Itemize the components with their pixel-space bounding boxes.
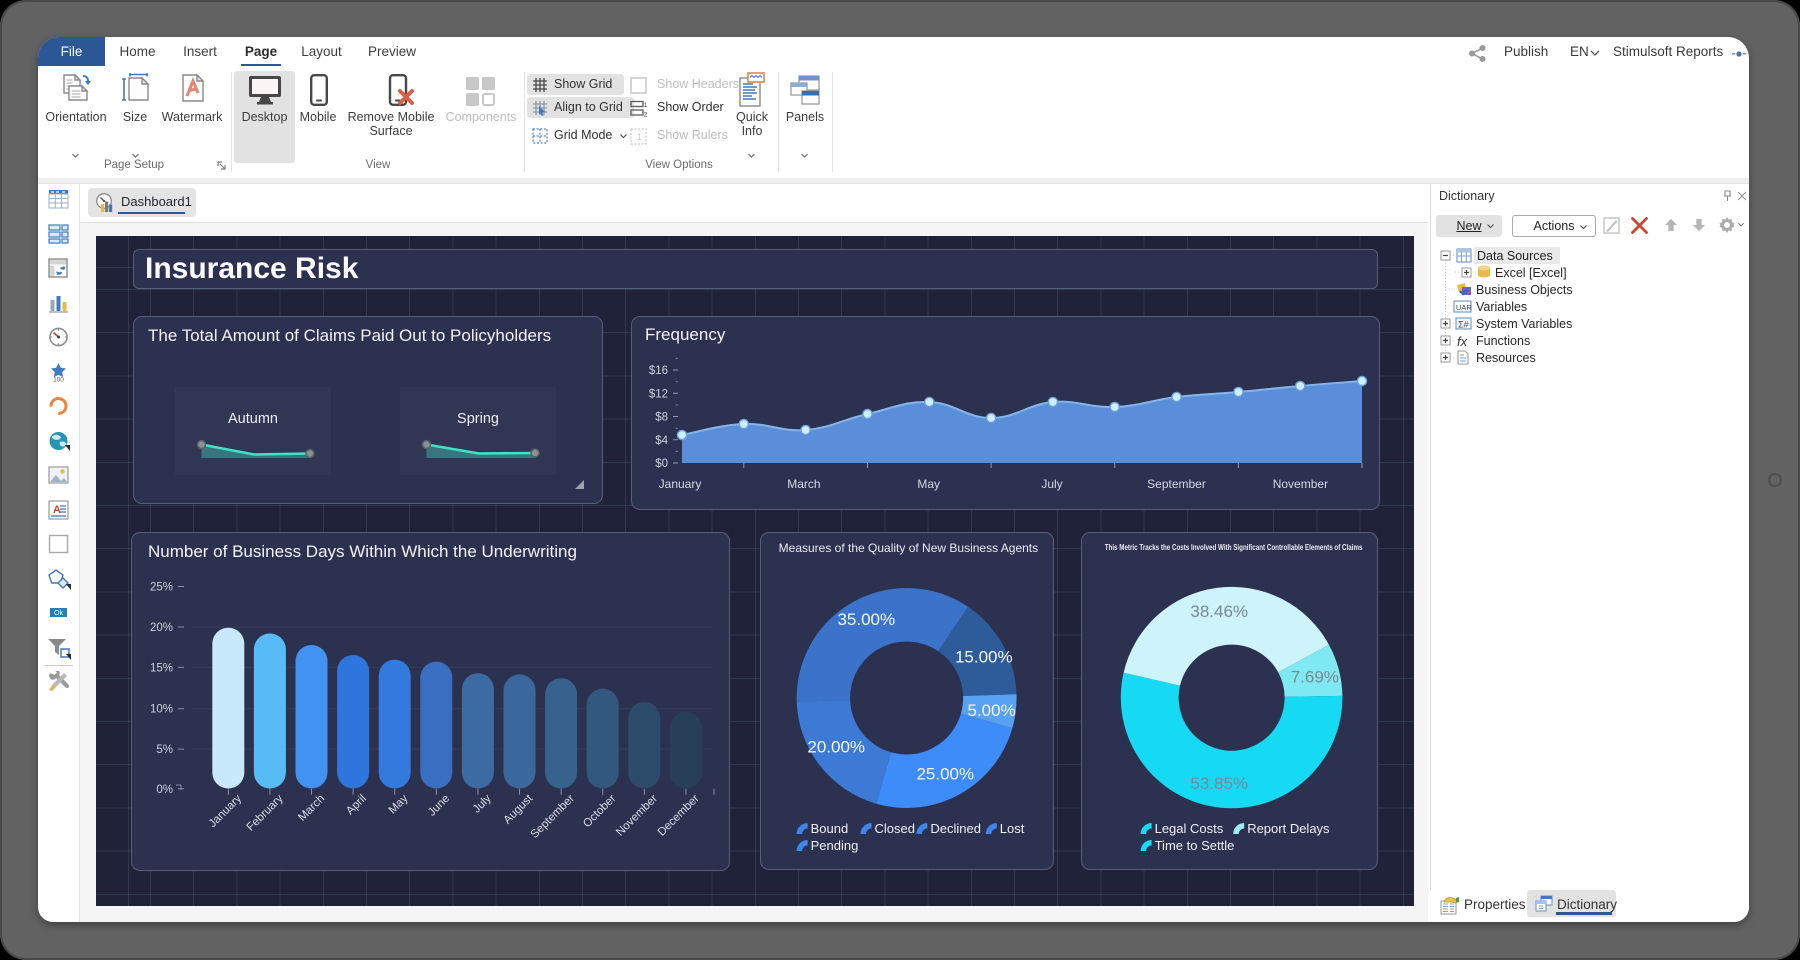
svg-text:March: March	[296, 793, 327, 824]
svg-text:Lost: Lost	[1000, 821, 1025, 836]
svg-text:$12: $12	[649, 388, 668, 400]
svg-text:Ok: Ok	[54, 610, 63, 617]
svg-text:2: 2	[644, 111, 648, 117]
svg-text:35.00%: 35.00%	[838, 610, 896, 629]
svg-text:November: November	[614, 793, 660, 839]
svg-text:Data Sources: Data Sources	[1477, 249, 1553, 263]
svg-text:100: 100	[53, 376, 64, 382]
svg-text:May: May	[387, 792, 411, 816]
svg-text:March: March	[787, 477, 820, 491]
svg-text:System Variables: System Variables	[1476, 317, 1572, 331]
svg-text:1: 1	[644, 102, 648, 109]
svg-text:August: August	[502, 792, 536, 826]
svg-text:$4: $4	[655, 435, 668, 447]
svg-text:November: November	[1273, 477, 1328, 491]
svg-text:20%: 20%	[150, 622, 173, 634]
svg-text:Σ#: Σ#	[1458, 320, 1469, 330]
svg-text:$0: $0	[655, 458, 668, 470]
svg-text:Excel [Excel]: Excel [Excel]	[1495, 266, 1567, 280]
svg-text:Declined: Declined	[931, 821, 982, 836]
svg-text:UAR: UAR	[1456, 303, 1472, 312]
svg-text:A: A	[53, 504, 61, 516]
svg-text:July: July	[1041, 477, 1062, 491]
svg-text:25.00%: 25.00%	[917, 765, 975, 784]
svg-text:15%: 15%	[150, 662, 173, 674]
svg-text:January: January	[659, 477, 702, 491]
svg-text:38.46%: 38.46%	[1190, 602, 1248, 621]
svg-text:Pending: Pending	[811, 838, 859, 853]
svg-text:Bound: Bound	[811, 821, 849, 836]
svg-text:53.85%: 53.85%	[1190, 774, 1248, 793]
svg-text:1: 1	[637, 132, 642, 142]
svg-text:July: July	[471, 792, 494, 815]
svg-text:September: September	[529, 793, 577, 841]
svg-text:$8: $8	[655, 412, 668, 424]
svg-text:10%: 10%	[150, 704, 173, 716]
svg-text:April: April	[344, 793, 369, 818]
svg-text:October: October	[581, 793, 619, 831]
svg-text:Business Objects: Business Objects	[1476, 283, 1573, 297]
svg-text:Time to Settle: Time to Settle	[1154, 838, 1234, 853]
svg-text:20.00%: 20.00%	[808, 738, 866, 757]
svg-text:May: May	[917, 477, 940, 491]
svg-text:0%: 0%	[156, 784, 173, 796]
svg-text:February: February	[245, 792, 286, 833]
svg-text:25%: 25%	[150, 582, 173, 594]
svg-text:Functions: Functions	[1476, 334, 1530, 348]
svg-text:15.00%: 15.00%	[955, 648, 1013, 667]
svg-text:December: December	[656, 793, 702, 839]
svg-text:Closed: Closed	[875, 821, 915, 836]
svg-text:June: June	[426, 793, 452, 819]
svg-text:Resources: Resources	[1476, 351, 1536, 365]
svg-text:5%: 5%	[156, 744, 173, 756]
svg-text:7.69%: 7.69%	[1290, 668, 1338, 687]
svg-text:fx: fx	[1457, 334, 1468, 349]
svg-text:Variables: Variables	[1476, 300, 1527, 314]
svg-text:September: September	[1147, 477, 1206, 491]
svg-text:January: January	[207, 792, 245, 830]
svg-text:5.00%: 5.00%	[968, 701, 1016, 720]
svg-text:Legal Costs: Legal Costs	[1154, 821, 1223, 836]
svg-text:Report Delays: Report Delays	[1247, 821, 1330, 836]
svg-text:$16: $16	[649, 365, 668, 377]
